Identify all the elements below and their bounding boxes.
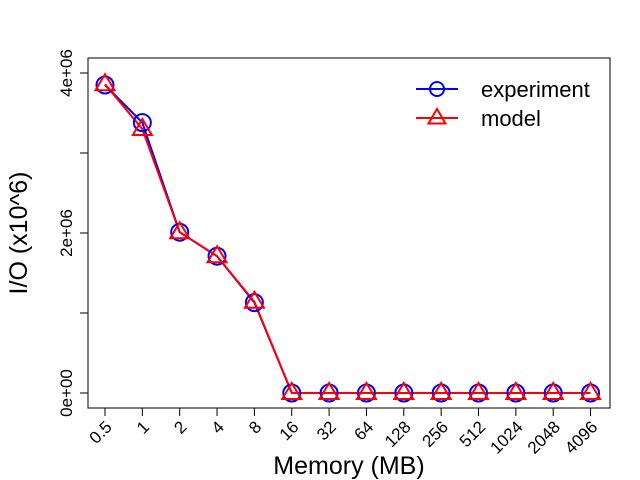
data-point-model <box>392 381 416 400</box>
legend-label-experiment: experiment <box>481 77 590 102</box>
data-point-model <box>355 381 378 400</box>
x-tick-label: 16 <box>276 417 303 444</box>
data-point-experiment <box>132 113 152 133</box>
legend-marker-model <box>426 107 448 125</box>
x-tick-label: 4 <box>208 417 228 437</box>
x-tick-label: 1 <box>133 417 153 437</box>
x-tick-label: 256 <box>418 417 451 450</box>
data-point-model <box>467 381 490 400</box>
x-tick-label: 0.5 <box>86 417 116 447</box>
data-point-model <box>317 381 341 400</box>
data-point-experiment <box>244 293 264 313</box>
x-axis-title: Memory (MB) <box>273 452 424 480</box>
data-point-model <box>579 381 602 400</box>
x-tick-label: 32 <box>313 417 340 444</box>
data-point-experiment <box>95 75 115 95</box>
data-point-model <box>93 72 117 92</box>
x-tick-label: 64 <box>350 417 377 444</box>
data-point-model <box>131 117 154 136</box>
data-point-model <box>243 289 266 309</box>
series-layer <box>93 72 602 403</box>
x-tick-label: 512 <box>456 417 489 450</box>
y-tick-label: 4e+06 <box>57 49 76 97</box>
x-tick-label: 2 <box>170 417 190 437</box>
y-axis-title: I/O (x10^6) <box>5 172 33 295</box>
y-tick-label: 0e+00 <box>57 369 76 417</box>
x-tick-label: 1024 <box>486 417 526 457</box>
x-tick-label: 8 <box>245 417 265 437</box>
data-point-model <box>168 220 191 240</box>
x-tick-label: 128 <box>381 417 414 450</box>
legend-marker-experiment <box>429 81 445 97</box>
legend-label-model: model <box>481 106 541 131</box>
data-point-model <box>280 381 304 400</box>
legend: experiment model <box>416 77 590 131</box>
data-point-model <box>205 244 229 264</box>
data-point-model <box>504 381 528 400</box>
x-tick-label: 4096 <box>561 417 601 457</box>
data-point-model <box>541 381 565 400</box>
data-point-model <box>429 381 453 400</box>
y-tick-label: 2e+06 <box>57 209 76 257</box>
x-tick-label: 2048 <box>524 417 564 457</box>
y-axis: 0e+00 2e+06 4e+06 <box>57 49 89 417</box>
